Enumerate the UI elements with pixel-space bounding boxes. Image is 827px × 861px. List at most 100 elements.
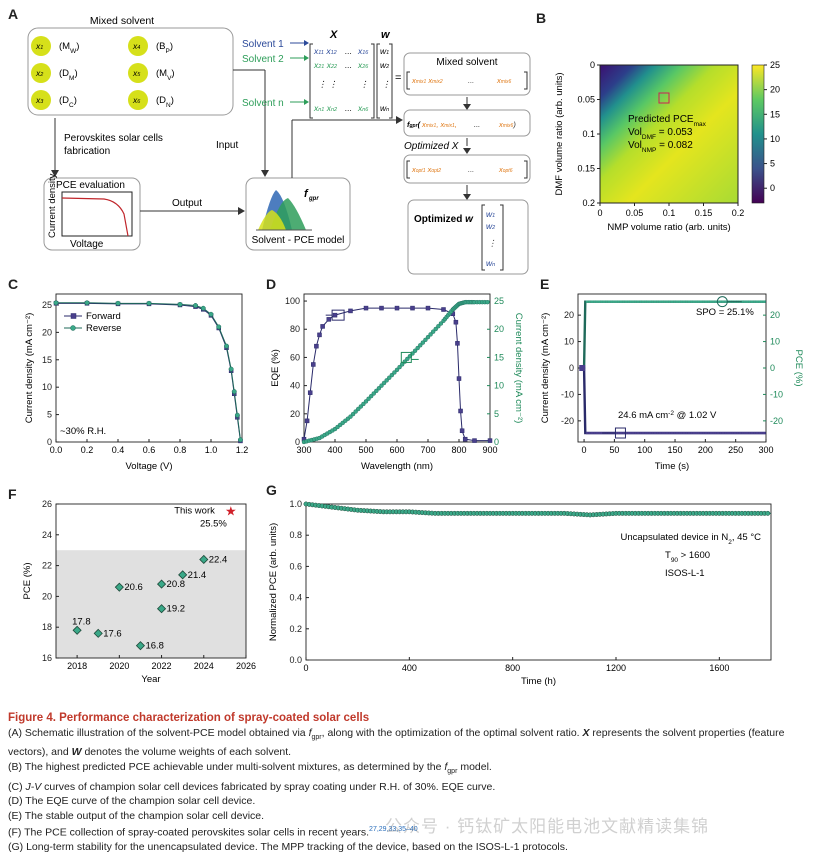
e2-ytick-label: -10: [770, 389, 783, 399]
e-point-current: [670, 431, 674, 435]
b-xtick-label: 0.05: [626, 208, 644, 218]
e-point-current: [748, 431, 751, 435]
e-point-pce: [687, 300, 691, 303]
e-point-current: [588, 431, 591, 435]
c-ylabel: Current density (mA cm⁻²): [24, 313, 35, 424]
mixed-solvent-title: Mixed solvent: [90, 15, 154, 27]
f-xtick-label: 2022: [152, 661, 172, 671]
solvent-prop: (MW): [59, 41, 79, 55]
solvent-node-x6: [128, 90, 148, 110]
e-point-current: [690, 431, 693, 435]
e-point-current: [714, 431, 717, 435]
e-point-current: [648, 431, 652, 435]
f-xlabel: Year: [141, 674, 160, 685]
e-point-pce: [656, 300, 659, 303]
e-point-current: [678, 431, 681, 435]
output-label: Output: [172, 198, 202, 209]
input-label: Input: [216, 140, 238, 151]
e-point-pce: [658, 300, 662, 303]
c-xlabel: Voltage (V): [126, 461, 173, 472]
e-point-pce: [607, 300, 611, 303]
e-point-current: [651, 431, 654, 435]
e-ylabel: Current density (mA cm⁻²): [540, 313, 551, 424]
svg-text:fgpr(: fgpr(: [407, 120, 422, 129]
e-point-current: [653, 431, 657, 435]
d-point-eqe: [455, 341, 460, 346]
caption-title: Figure 4. Performance characterization o…: [8, 712, 370, 724]
d-point-eqe: [453, 319, 459, 325]
e-point-current: [600, 431, 603, 435]
e2-ytick-label: 10: [770, 337, 780, 347]
d2-ytick-label: 15: [494, 352, 504, 362]
cbar-tick-label: 10: [770, 134, 780, 144]
svg-text:w2: w2: [380, 60, 389, 70]
c-ytick-label: 0: [47, 437, 52, 447]
e-point-current: [619, 431, 623, 435]
e-point-pce: [600, 300, 603, 303]
e-y2label: PCE (%): [793, 350, 804, 387]
d-xtick-label: 800: [451, 445, 466, 455]
e-point-pce: [707, 300, 710, 303]
e-point-pce: [619, 300, 623, 303]
svg-text:wn: wn: [380, 103, 389, 113]
e-point-current: [685, 431, 688, 435]
f-point: [93, 628, 103, 638]
f-ytick-label: 20: [42, 591, 52, 601]
g-ytick-label: 1.0: [289, 499, 302, 509]
e-point-current: [760, 431, 763, 435]
e-point-current: [641, 431, 645, 435]
svg-text:⋮ ⋮: ⋮ ⋮: [318, 79, 337, 89]
model-label: Solvent - PCE model: [252, 235, 345, 246]
e-point-pce: [709, 300, 713, 303]
e-point-pce: [610, 300, 613, 303]
model-icon: [256, 190, 312, 231]
g-ann-1: Uncapsulated device in N2, 45 °C: [620, 532, 761, 546]
e-point-pce: [605, 300, 608, 303]
e-point-current: [758, 431, 761, 435]
solvent-node-x1: [31, 36, 51, 56]
d-point-jsc: [374, 388, 379, 394]
d-point-jsc: [430, 329, 436, 334]
g-ytick-label: 0.8: [289, 530, 302, 540]
d-point-eqe: [363, 305, 369, 311]
e-spo-label: SPO = 25.1%: [696, 307, 754, 318]
e-point-pce: [714, 300, 717, 303]
e-ytick-label: -10: [561, 389, 574, 399]
e-point-pce: [648, 300, 652, 303]
e-xlabel: Time (s): [655, 461, 689, 472]
e-point-pce: [597, 300, 601, 303]
d-point-jsc: [379, 383, 384, 388]
svg-text:wn: wn: [486, 258, 495, 268]
c-ytick-label: 20: [42, 327, 52, 337]
e-point-pce: [660, 300, 664, 303]
solvent-node-x5: [128, 63, 148, 83]
b-ylabel: DMF volume ratio (arb. units): [554, 72, 565, 195]
d-ytick-label: 40: [290, 381, 300, 391]
g-ytick-label: 0.0: [289, 655, 302, 665]
caption-f: (F) The PCE collection of spray-coated p…: [8, 826, 418, 839]
e-point-current: [692, 431, 696, 435]
fgpr-label: f: [304, 188, 309, 200]
c-ytick-label: 5: [47, 410, 52, 420]
c-xtick-label: 0.8: [174, 445, 187, 455]
c-ytick-label: 10: [42, 382, 52, 392]
e-point-pce: [702, 300, 705, 303]
cbar-tick-label: 15: [770, 109, 780, 119]
d-xtick-label: 300: [296, 445, 311, 455]
e-point-pce: [670, 300, 674, 303]
panel-c-chart: 0.0 0.2 0.4 0.6 0.8 1.0 1.2 0 5 10 15 20 25 Voltage (…: [24, 293, 248, 472]
d-xtick-label: 900: [482, 445, 497, 455]
c-legend-marker: [70, 325, 76, 331]
colorbar: [751, 64, 765, 204]
f-ylabel: PCE (%): [22, 563, 33, 600]
d-point-jsc: [376, 386, 382, 391]
e-point-pce: [614, 300, 618, 303]
optimized-x-label: Optimized X: [404, 141, 459, 152]
e-point-current: [665, 431, 669, 435]
f-point-label: 17.8: [72, 616, 91, 627]
matrix-w-label: w: [381, 29, 391, 41]
d-point-eqe: [332, 312, 338, 318]
c-series-forward: [56, 302, 241, 441]
d-point-jsc: [389, 372, 395, 378]
solvent-node-x4: [128, 36, 148, 56]
